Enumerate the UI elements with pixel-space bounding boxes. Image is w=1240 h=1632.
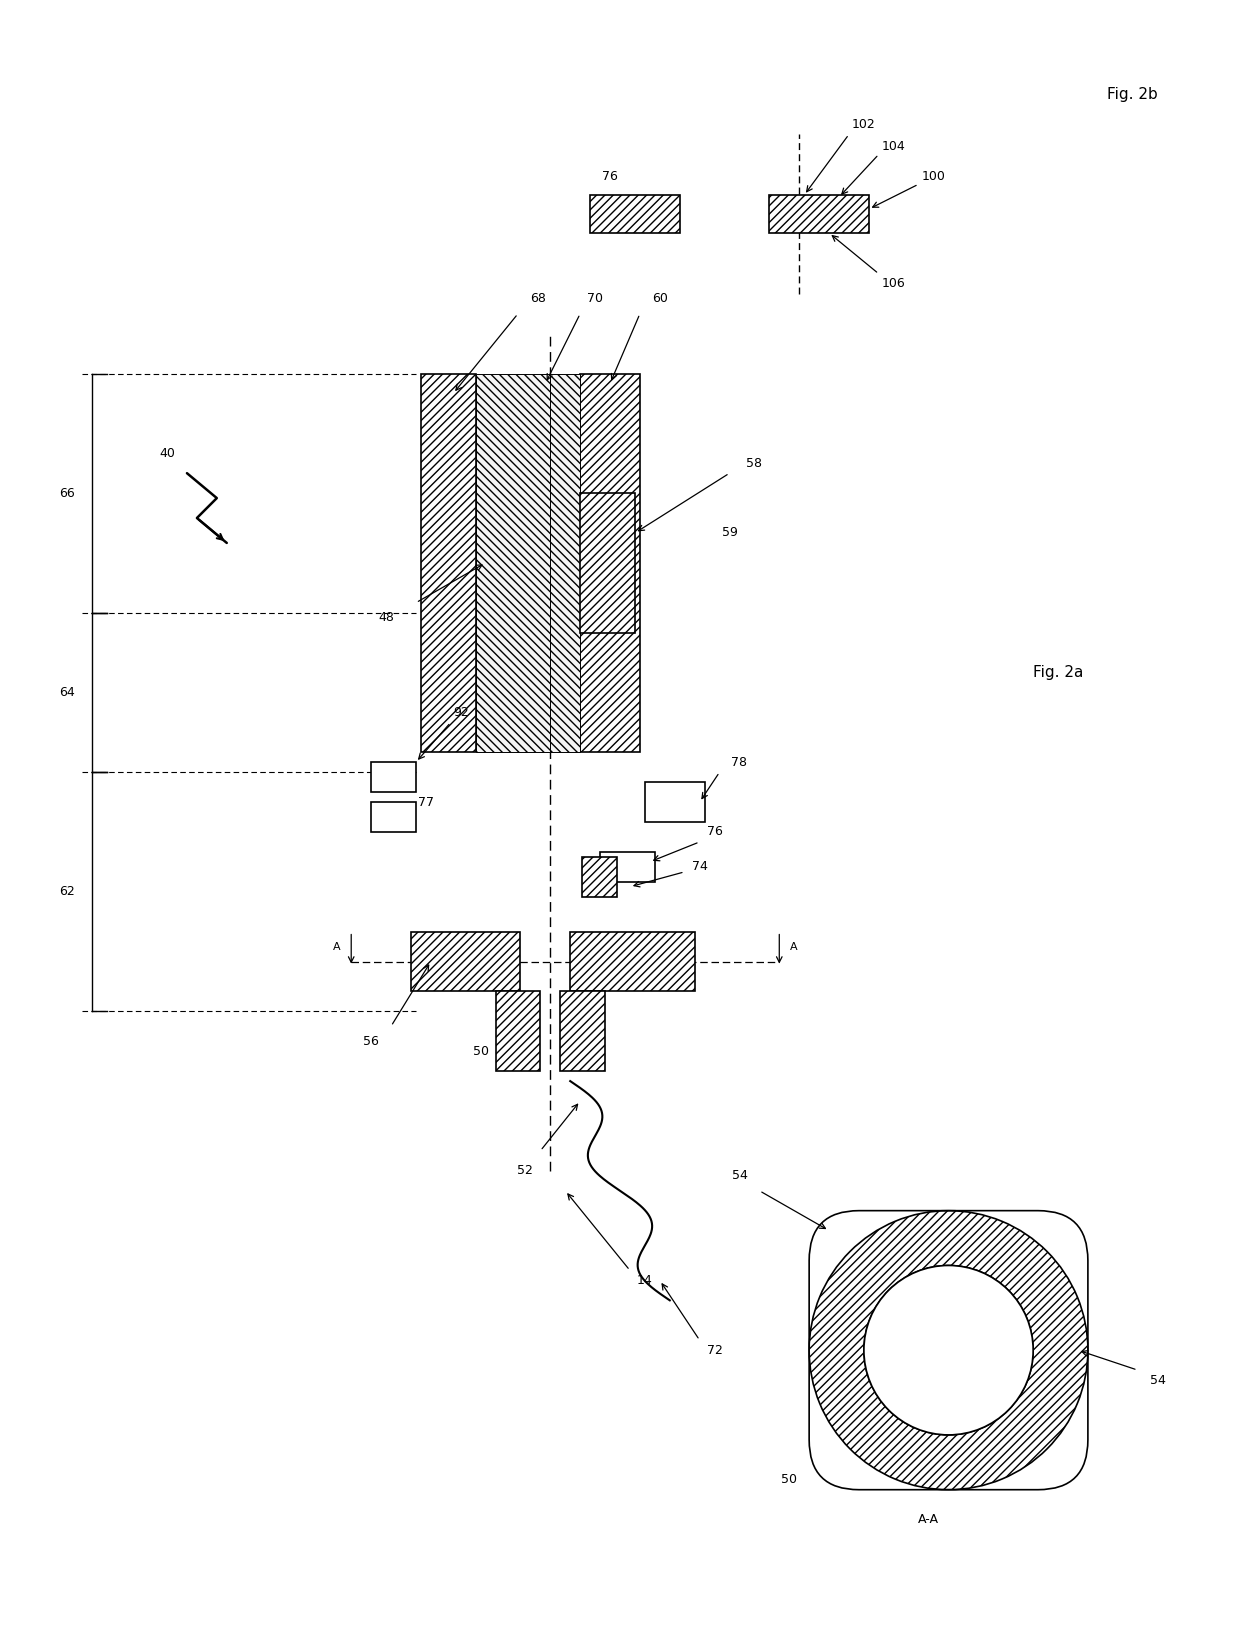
Text: 58: 58 [746, 457, 763, 470]
Text: 50: 50 [781, 1474, 797, 1487]
Text: 68: 68 [529, 292, 546, 305]
Text: 106: 106 [882, 277, 905, 290]
Text: 50: 50 [472, 1044, 489, 1058]
Bar [371, 762, 415, 792]
Text: 76: 76 [603, 170, 618, 183]
Text: A: A [332, 942, 340, 951]
Text: 70: 70 [587, 292, 603, 305]
Bar [580, 374, 640, 752]
Text: 76: 76 [707, 826, 723, 839]
Text: 59: 59 [722, 527, 738, 540]
Text: 62: 62 [60, 885, 76, 898]
Wedge shape [810, 1211, 1087, 1490]
Bar [570, 932, 694, 991]
Bar [410, 932, 521, 991]
Text: A-A: A-A [918, 1513, 939, 1526]
Bar [769, 196, 869, 233]
Bar [560, 991, 605, 1071]
Text: 104: 104 [882, 140, 905, 153]
Text: 100: 100 [921, 170, 946, 183]
Text: Fig. 2a: Fig. 2a [1033, 664, 1084, 681]
Text: 56: 56 [363, 1035, 379, 1048]
Text: 14: 14 [637, 1275, 652, 1288]
Bar [496, 991, 541, 1071]
Text: 54: 54 [1149, 1374, 1166, 1387]
Text: 48: 48 [378, 610, 394, 623]
Text: Fig. 2b: Fig. 2b [1107, 86, 1158, 101]
Bar [551, 374, 580, 752]
Text: 92: 92 [453, 707, 469, 718]
Text: 66: 66 [60, 486, 76, 499]
Text: 72: 72 [707, 1343, 723, 1356]
Text: 60: 60 [652, 292, 668, 305]
Bar [371, 801, 415, 832]
Text: 74: 74 [692, 860, 708, 873]
Text: 78: 78 [732, 756, 748, 769]
Bar [580, 493, 635, 633]
Text: 77: 77 [418, 795, 434, 808]
Text: 54: 54 [732, 1169, 748, 1182]
Bar [600, 852, 655, 881]
Bar [645, 782, 704, 823]
Text: A: A [790, 942, 799, 951]
Bar [590, 196, 680, 233]
Text: 102: 102 [852, 118, 875, 131]
Text: 40: 40 [159, 447, 175, 460]
Text: 52: 52 [517, 1164, 533, 1177]
Bar [476, 374, 551, 752]
Circle shape [864, 1265, 1033, 1435]
Bar [582, 857, 618, 896]
Text: 64: 64 [60, 685, 76, 698]
Bar [420, 374, 476, 752]
